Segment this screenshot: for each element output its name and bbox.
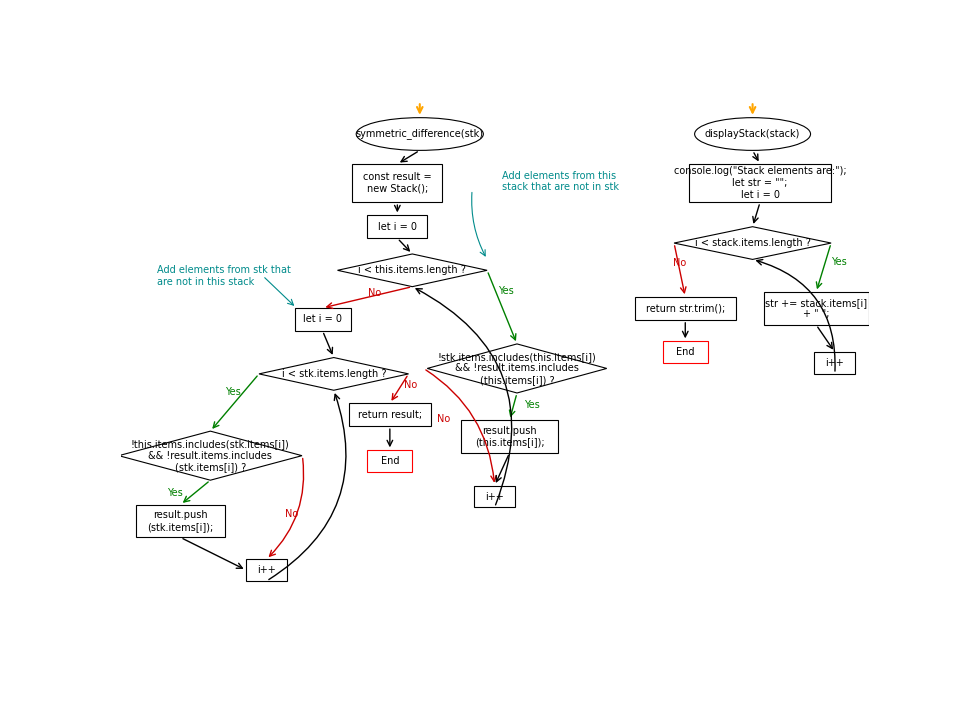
Text: symmetric_difference(stk): symmetric_difference(stk) <box>356 129 483 139</box>
Text: let i = 0: let i = 0 <box>378 222 417 232</box>
Text: result.push
(stk.items[i]);: result.push (stk.items[i]); <box>148 510 213 532</box>
Bar <box>764 292 869 325</box>
Bar <box>368 215 427 238</box>
Text: Add elements from this
stack that are not in stk: Add elements from this stack that are no… <box>502 171 619 193</box>
Bar <box>814 352 855 374</box>
Text: const result =
new Stack();: const result = new Stack(); <box>363 172 431 194</box>
Bar <box>635 297 735 320</box>
Text: !this.items.includes(stk.items[i])
&& !result.items.includes
(stk.items[i]) ?: !this.items.includes(stk.items[i]) && !r… <box>131 439 290 472</box>
Bar <box>461 421 558 453</box>
Text: Yes: Yes <box>498 286 513 296</box>
Bar <box>348 404 431 426</box>
Text: i < this.items.length ?: i < this.items.length ? <box>358 266 466 275</box>
Text: !stk.items.includes(this.items[i])
&& !result.items.includes
(this.items[i]) ?: !stk.items.includes(this.items[i]) && !r… <box>437 352 596 385</box>
Text: let i = 0: let i = 0 <box>303 314 342 324</box>
Text: End: End <box>676 347 695 357</box>
Text: Yes: Yes <box>524 400 539 410</box>
Bar <box>663 341 707 363</box>
Text: console.log("Stack elements are:");
let str = "";
let i = 0: console.log("Stack elements are:"); let … <box>674 166 846 200</box>
Bar <box>135 505 226 537</box>
Text: No: No <box>404 379 418 390</box>
Text: str += stack.items[i]
+ " ";: str += stack.items[i] + " "; <box>765 297 868 319</box>
Bar <box>246 559 287 581</box>
Bar <box>352 164 442 202</box>
Polygon shape <box>338 254 487 287</box>
Text: result.push
(this.items[i]);: result.push (this.items[i]); <box>475 426 544 447</box>
Text: i++: i++ <box>825 358 844 368</box>
Polygon shape <box>674 227 831 259</box>
Text: No: No <box>674 258 687 268</box>
Bar <box>294 308 350 331</box>
Text: Yes: Yes <box>831 257 846 267</box>
Polygon shape <box>259 358 408 390</box>
Polygon shape <box>427 344 607 393</box>
Bar <box>368 450 412 472</box>
Text: i++: i++ <box>485 491 504 501</box>
Text: Add elements from stk that
are not in this stack: Add elements from stk that are not in th… <box>156 265 290 287</box>
Text: i < stk.items.length ?: i < stk.items.length ? <box>282 369 386 379</box>
Text: Yes: Yes <box>225 387 240 397</box>
Text: No: No <box>437 413 451 423</box>
Text: No: No <box>285 509 298 519</box>
Text: i < stack.items.length ?: i < stack.items.length ? <box>695 238 811 248</box>
Bar <box>474 486 515 508</box>
Text: displayStack(stack): displayStack(stack) <box>704 129 800 139</box>
Text: return str.trim();: return str.trim(); <box>646 304 725 314</box>
Text: return result;: return result; <box>358 410 422 420</box>
Text: i++: i++ <box>257 565 276 575</box>
Ellipse shape <box>356 118 483 150</box>
Text: No: No <box>369 288 381 298</box>
Polygon shape <box>119 431 302 480</box>
Text: End: End <box>380 456 400 466</box>
Text: Yes: Yes <box>167 488 183 498</box>
Bar <box>689 164 831 202</box>
Ellipse shape <box>695 118 811 150</box>
